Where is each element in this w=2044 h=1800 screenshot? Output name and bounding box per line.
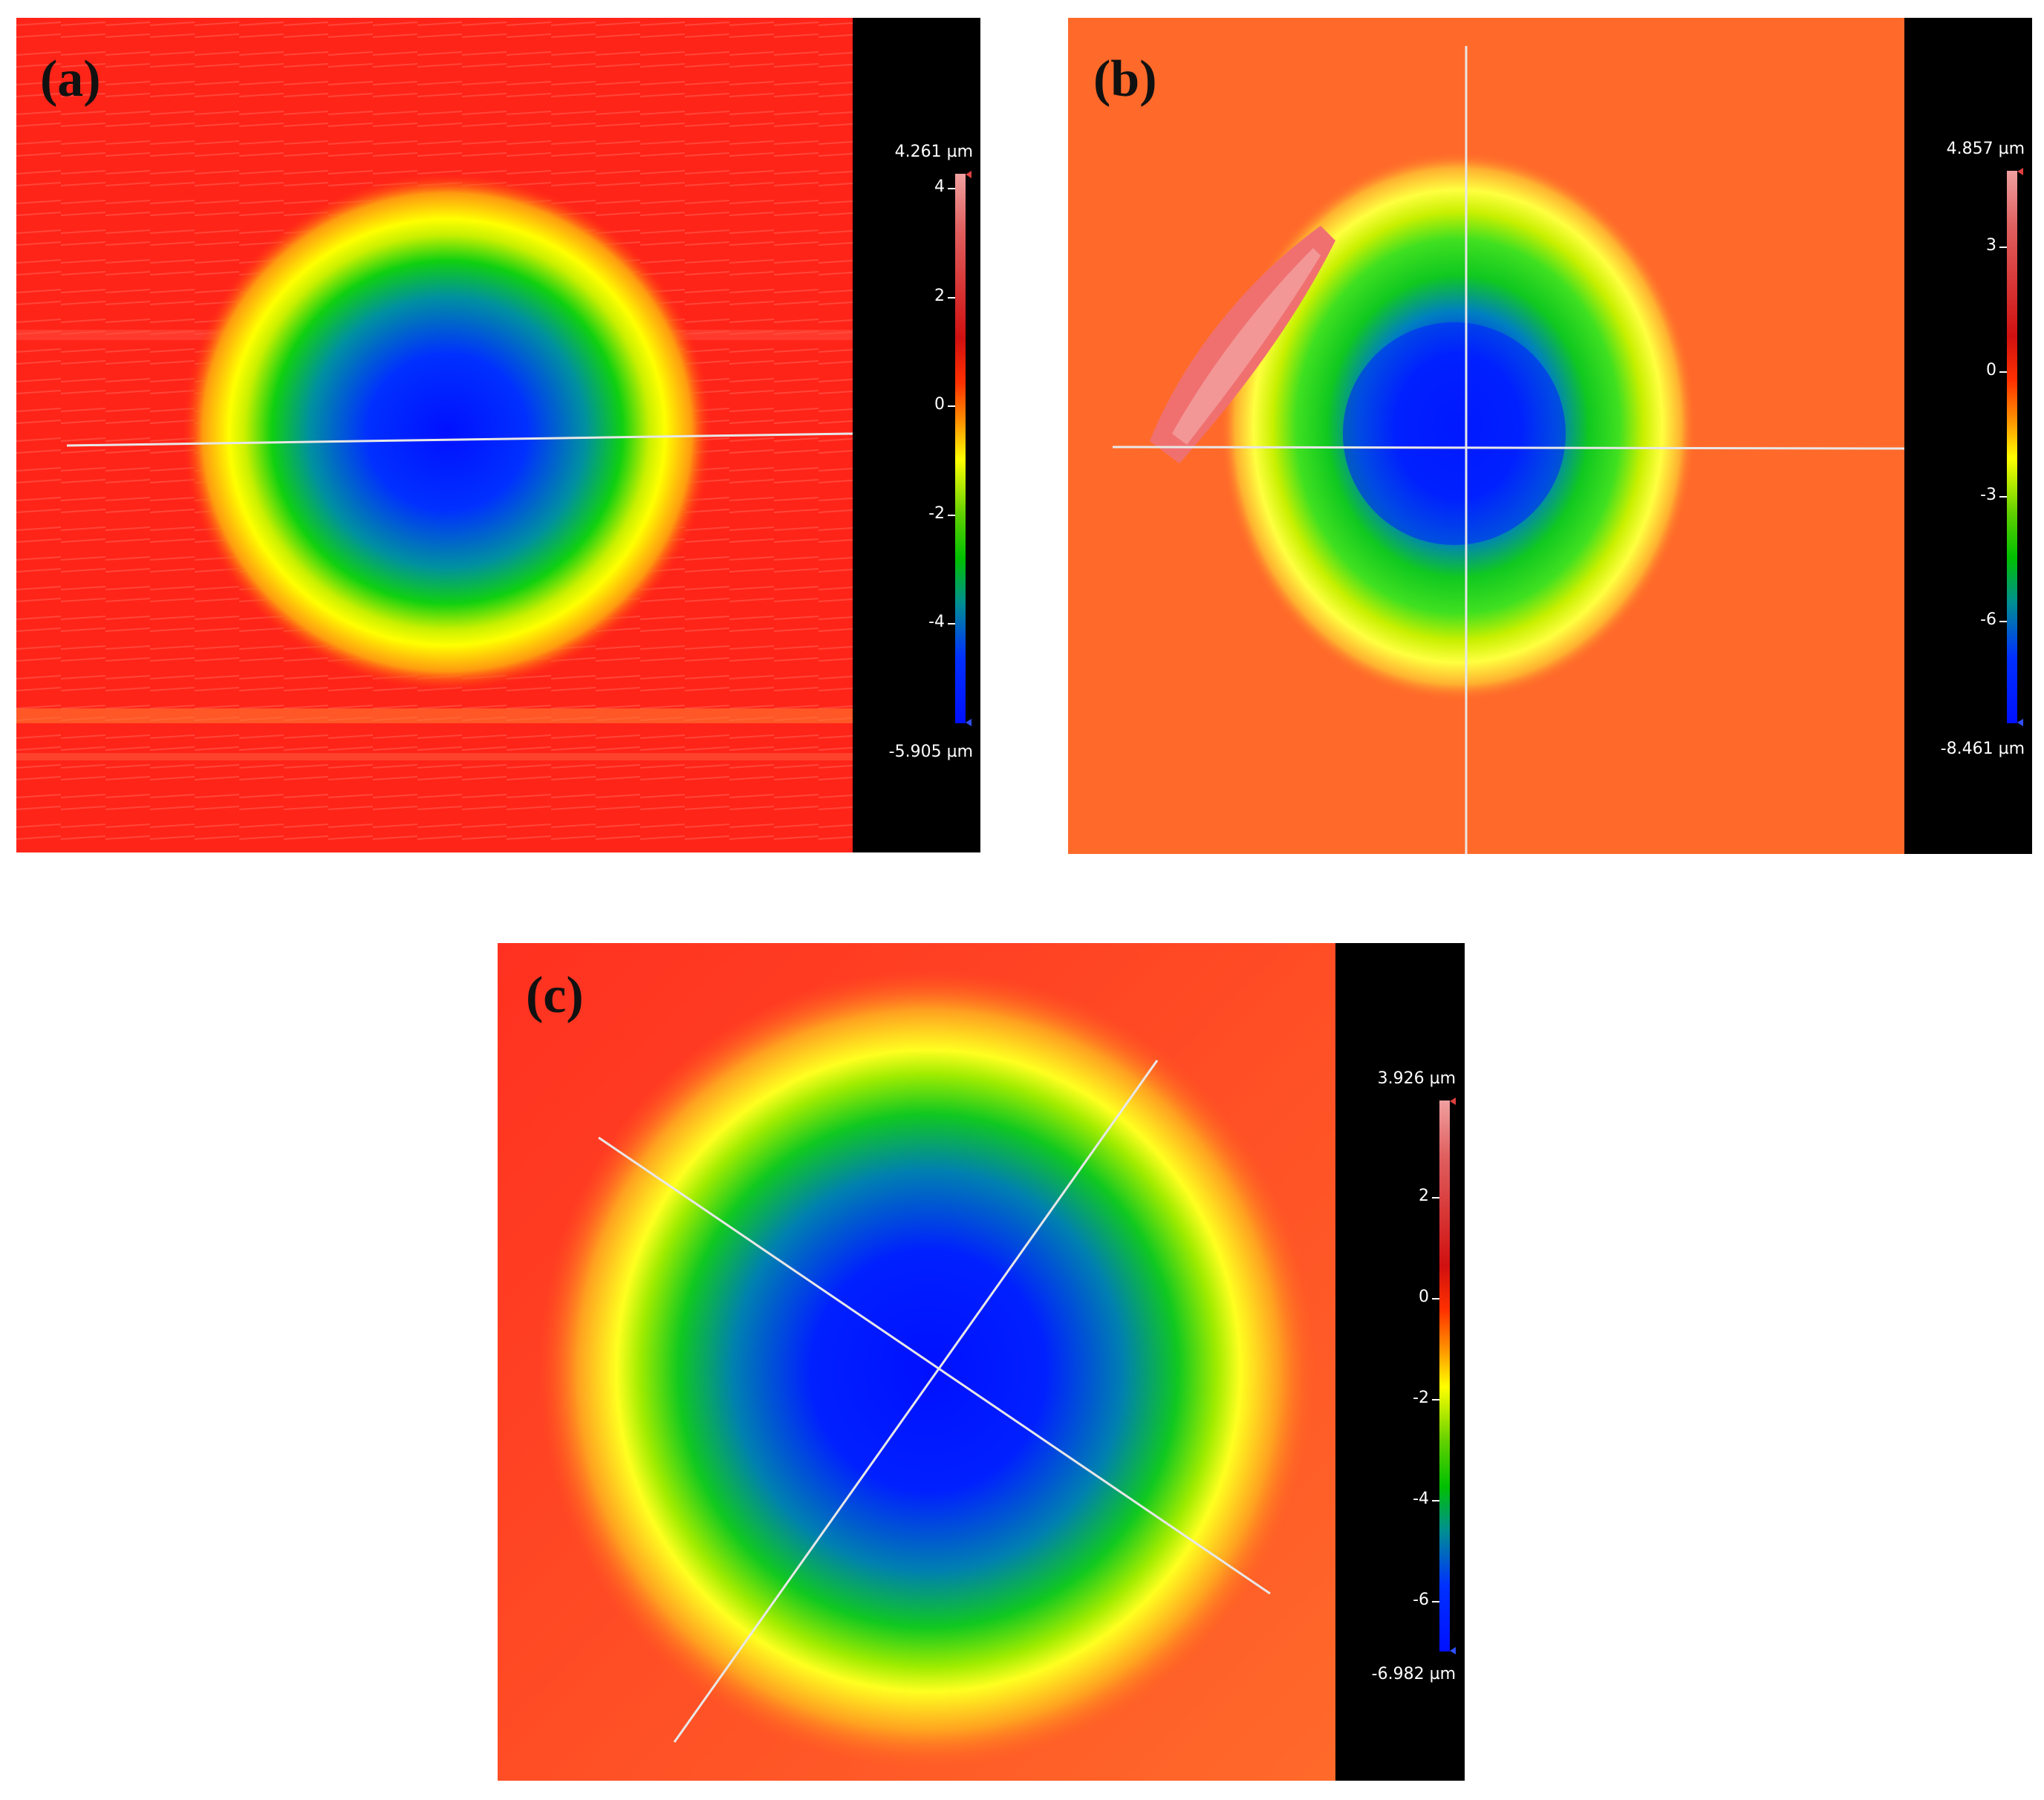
tick-mark-a-5	[948, 623, 955, 625]
top-marker-c	[1450, 1098, 1456, 1105]
color-scale-b	[2007, 171, 2017, 723]
tick-mark-c-1	[1432, 1197, 1439, 1199]
profile-line-b-horizontal	[1112, 446, 1904, 450]
panel-label-a: (a)	[40, 50, 101, 108]
colorbar-a: 4.261 µm 4 2 0 -2 -4 -5.905 µm	[853, 18, 980, 852]
profile-line-c-diagonal-1	[598, 1136, 1271, 1595]
panel-label-c: (c)	[526, 967, 584, 1024]
tick-label-a-5: -4	[928, 613, 945, 631]
bottom-marker-c	[1450, 1647, 1456, 1654]
scale-max-b: 4.857 µm	[1946, 140, 2025, 158]
height-map-a: (a)	[16, 18, 853, 852]
tick-label-b-3: -3	[1980, 486, 1996, 504]
tick-label-c-4: -4	[1413, 1490, 1429, 1508]
scale-min-a: -5.905 µm	[888, 743, 973, 761]
tick-mark-a-1	[948, 188, 955, 189]
tick-mark-c-3	[1432, 1399, 1439, 1400]
color-scale-a	[955, 174, 966, 723]
indent-crater-c	[538, 970, 1318, 1772]
tick-mark-a-2	[948, 297, 955, 299]
tick-label-c-5: -6	[1413, 1591, 1429, 1609]
tick-label-a-4: -2	[928, 504, 945, 523]
tick-label-b-2: 0	[1986, 361, 1996, 379]
tick-label-a-3: 0	[934, 395, 945, 414]
height-map-c: (c)	[498, 943, 1335, 1781]
colorbar-b: 4.857 µm 3 0 -3 -6 -8.461 µm	[1904, 18, 2032, 854]
tick-label-b-1: 3	[1986, 236, 1996, 255]
color-scale-c	[1439, 1100, 1450, 1651]
profile-line-a	[66, 432, 853, 447]
panel-a: (a) 4.261 µm 4 2 0 -2 -4 -5.905 µm	[16, 18, 980, 852]
scale-max-a: 4.261 µm	[894, 143, 973, 161]
tick-mark-c-2	[1432, 1298, 1439, 1300]
panel-label-b: (b)	[1093, 50, 1157, 108]
panel-c: (c) 3.926 µm 2 0 -2 -4 -6 -6.982 µm	[498, 943, 1465, 1781]
panel-b: (b) 4.857 µm 3 0 -3 -6 -8.461 µm	[1068, 18, 2032, 854]
tick-mark-b-2	[1999, 371, 2007, 373]
indent-crater-a	[181, 172, 713, 692]
tick-label-a-1: 4	[934, 177, 945, 196]
top-marker-b	[2017, 168, 2023, 175]
scale-min-c: -6.982 µm	[1371, 1665, 1456, 1683]
tick-label-c-3: -2	[1413, 1389, 1429, 1407]
bottom-marker-a	[966, 719, 971, 726]
tick-label-b-4: -6	[1980, 610, 1996, 629]
tick-mark-b-4	[1999, 621, 2007, 622]
tick-label-c-1: 2	[1419, 1187, 1429, 1205]
tick-mark-c-4	[1432, 1500, 1439, 1501]
height-map-b: (b)	[1068, 18, 1904, 854]
scale-max-c: 3.926 µm	[1377, 1069, 1456, 1088]
profile-line-c-diagonal-2	[673, 1060, 1159, 1743]
tick-mark-a-4	[948, 515, 955, 516]
tick-mark-a-3	[948, 405, 955, 407]
bottom-marker-b	[2017, 719, 2023, 726]
tick-mark-b-1	[1999, 247, 2007, 248]
tick-mark-c-5	[1432, 1601, 1439, 1602]
tick-label-c-2: 0	[1419, 1288, 1429, 1306]
tick-label-a-2: 2	[934, 287, 945, 305]
colorbar-c: 3.926 µm 2 0 -2 -4 -6 -6.982 µm	[1335, 943, 1465, 1781]
top-marker-a	[966, 171, 971, 178]
scale-min-b: -8.461 µm	[1940, 740, 2025, 758]
tick-mark-b-3	[1999, 496, 2007, 498]
